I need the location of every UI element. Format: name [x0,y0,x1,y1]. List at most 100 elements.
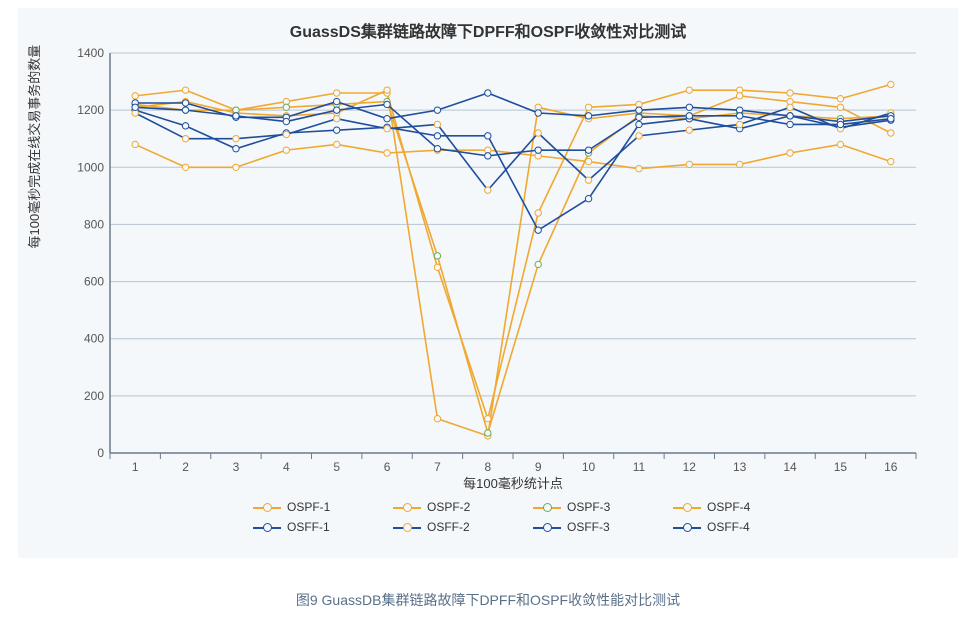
series-line-OSPF-2 [135,90,891,436]
series-marker [585,158,591,164]
series-marker [837,141,843,147]
series-marker [686,87,692,93]
figure-frame: GuassDS集群链路故障下DPFF和OSPF收敛性对比测试 每100毫秒完成在… [0,0,976,634]
legend-label: OSPF-1 [287,500,330,514]
series-marker [434,107,440,113]
series-line-OSFF-1 [135,110,891,230]
legend-label: OSFF-3 [567,520,610,534]
series-marker [283,131,289,137]
chart-panel: GuassDS集群链路故障下DPFF和OSPF收敛性对比测试 每100毫秒完成在… [18,8,958,558]
series-marker [736,161,742,167]
legend-item-OSFF-4: OSFF-4 [673,520,773,534]
series-line-OSPF-4 [135,144,891,168]
series-marker [686,104,692,110]
series-marker [787,150,793,156]
svg-text:11: 11 [633,460,646,474]
series-marker [384,150,390,156]
legend-item-OSPF-2: OSPF-2 [393,500,493,514]
svg-text:1000: 1000 [77,160,104,174]
svg-text:15: 15 [834,460,848,474]
series-marker [132,93,138,99]
legend-row: OSPF-1OSPF-2OSPF-3OSPF-4 [253,500,773,514]
legend-item-OSFF-3: OSFF-3 [533,520,633,534]
series-marker [585,104,591,110]
series-marker [485,133,491,139]
series-marker [787,104,793,110]
series-marker [636,121,642,127]
svg-text:600: 600 [84,275,104,289]
legend-label: OSFF-1 [287,520,330,534]
series-marker [182,87,188,93]
series-marker [535,130,541,136]
series-marker [182,136,188,142]
chart-svg: 0200400600800100012001400123456789101112… [98,48,928,458]
series-marker [182,164,188,170]
svg-text:1200: 1200 [77,103,104,117]
series-marker [384,101,390,107]
series-marker [636,114,642,120]
svg-text:5: 5 [333,460,340,474]
series-marker [837,104,843,110]
series-marker [132,141,138,147]
series-marker [686,113,692,119]
series-marker [535,147,541,153]
series-marker [485,153,491,159]
series-marker [333,116,339,122]
legend-item-OSFF-2: OSFF-2 [393,520,493,534]
svg-text:12: 12 [683,460,697,474]
svg-text:1: 1 [132,460,139,474]
series-marker [333,141,339,147]
series-marker [485,416,491,422]
series-marker [535,227,541,233]
series-marker [333,98,339,104]
series-marker [787,113,793,119]
series-marker [888,130,894,136]
series-marker [736,121,742,127]
series-marker [333,107,339,113]
plot-area: 0200400600800100012001400123456789101112… [98,48,928,458]
chart-title: GuassDS集群链路故障下DPFF和OSPF收敛性对比测试 [18,18,958,42]
svg-text:16: 16 [884,460,898,474]
series-marker [787,121,793,127]
series-marker [888,116,894,122]
series-marker [233,113,239,119]
series-marker [283,104,289,110]
svg-text:3: 3 [233,460,240,474]
series-marker [434,253,440,259]
series-marker [384,116,390,122]
series-line-OSPF-1 [135,84,891,418]
series-marker [686,161,692,167]
series-marker [182,100,188,106]
series-marker [585,196,591,202]
series-marker [888,81,894,87]
series-marker [434,146,440,152]
series-marker [636,166,642,172]
series-marker [384,87,390,93]
series-marker [384,126,390,132]
series-marker [434,416,440,422]
svg-text:14: 14 [783,460,797,474]
series-marker [787,90,793,96]
svg-text:7: 7 [434,460,441,474]
series-marker [233,136,239,142]
x-axis-label: 每100毫秒统计点 [98,473,928,492]
svg-text:2: 2 [182,460,189,474]
series-marker [636,107,642,113]
svg-text:200: 200 [84,389,104,403]
series-marker [888,158,894,164]
series-marker [485,90,491,96]
legend-item-OSPF-1: OSPF-1 [253,500,353,514]
series-marker [837,121,843,127]
series-marker [686,127,692,133]
series-marker [333,90,339,96]
legend-item-OSPF-4: OSPF-4 [673,500,773,514]
series-marker [283,118,289,124]
series-marker [434,121,440,127]
legend-item-OSFF-1: OSFF-1 [253,520,353,534]
svg-text:1400: 1400 [77,46,104,60]
series-marker [585,177,591,183]
svg-text:10: 10 [582,460,596,474]
series-marker [535,110,541,116]
series-marker [485,430,491,436]
series-marker [736,113,742,119]
